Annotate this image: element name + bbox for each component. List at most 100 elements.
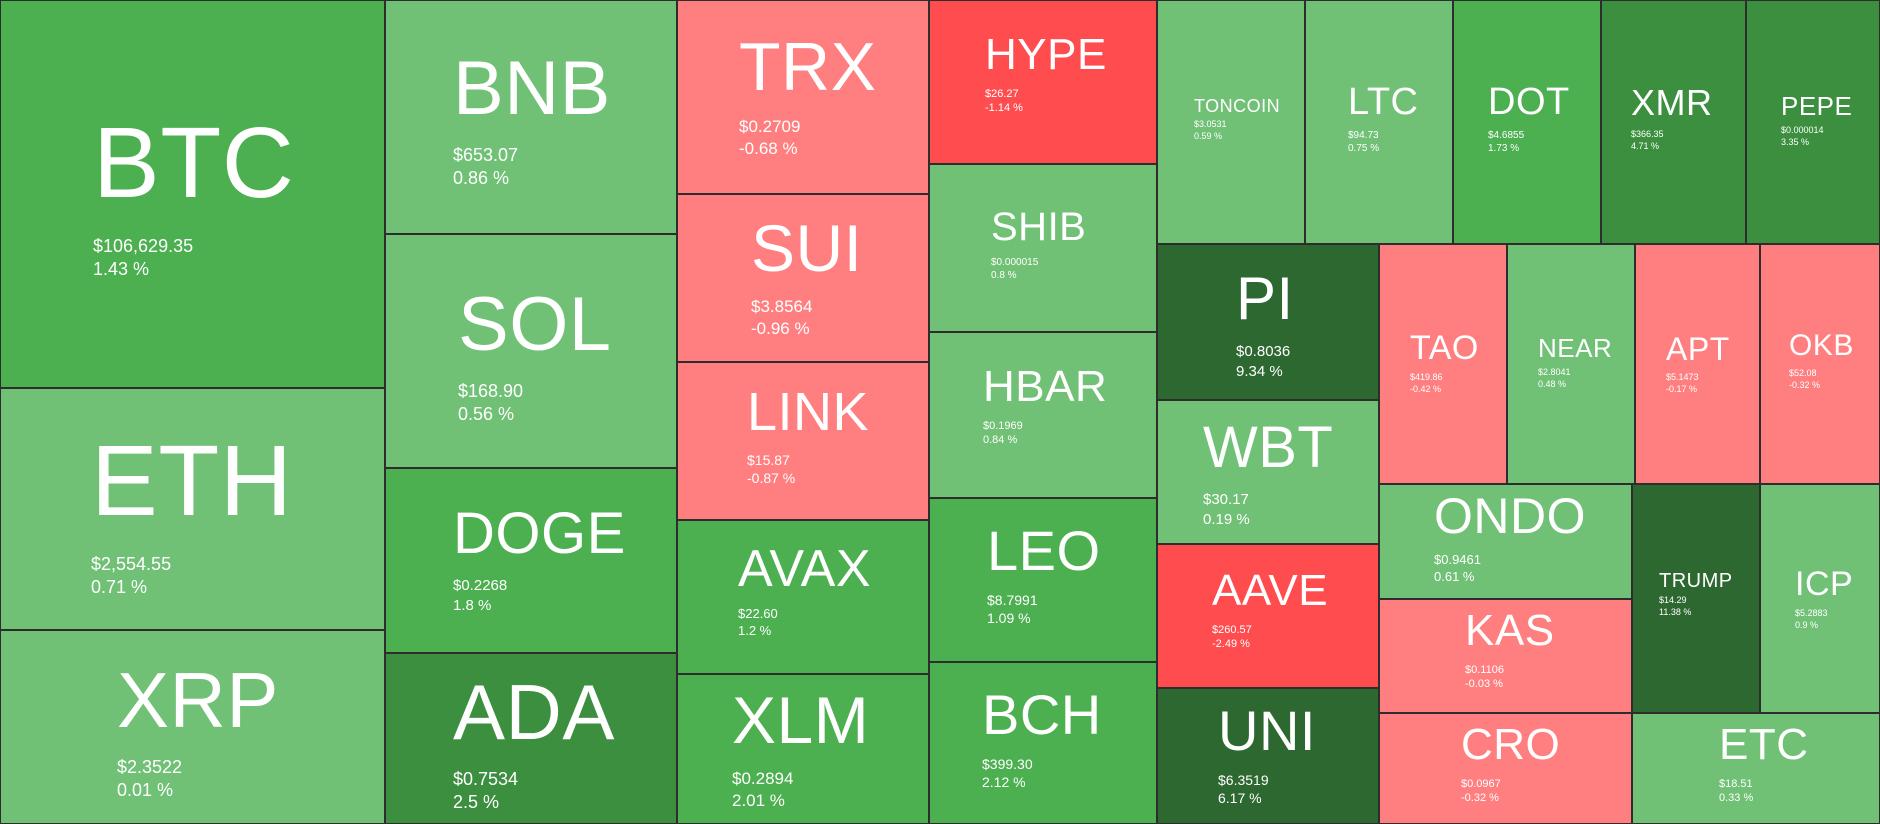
tile-symbol: PEPE bbox=[1781, 91, 1853, 121]
tile-price: $3.0531 bbox=[1194, 119, 1227, 129]
tile-price: $260.57 bbox=[1212, 624, 1252, 636]
tile-apt[interactable]: APT $5.1473 -0.17 % bbox=[1635, 244, 1760, 484]
tile-hype[interactable]: HYPE $26.27 -1.14 % bbox=[929, 0, 1157, 164]
tile-change: -0.42 % bbox=[1410, 383, 1442, 394]
tile-uni[interactable]: UNI $6.3519 6.17 % bbox=[1157, 688, 1379, 824]
tile-xrp[interactable]: XRP $2.3522 0.01 % bbox=[0, 630, 385, 824]
tile-avax[interactable]: AVAX $22.60 1.2 % bbox=[677, 520, 929, 674]
tile-symbol: AAVE bbox=[1212, 566, 1329, 615]
tile-symbol: BNB bbox=[453, 46, 611, 131]
tile-okb[interactable]: OKB $52.08 -0.32 % bbox=[1760, 244, 1880, 484]
tile-price: $5.2883 bbox=[1795, 608, 1828, 618]
tile-price: $168.90 bbox=[458, 381, 524, 401]
tile-sol[interactable]: SOL $168.90 0.56 % bbox=[385, 234, 677, 468]
tile-change: 0.8 % bbox=[991, 270, 1017, 281]
tile-symbol: SUI bbox=[751, 211, 863, 285]
tile-xlm[interactable]: XLM $0.2894 2.01 % bbox=[677, 674, 929, 824]
tile-symbol: XMR bbox=[1631, 82, 1713, 123]
tile-doge[interactable]: DOGE $0.2268 1.8 % bbox=[385, 468, 677, 653]
tile-change: 1.73 % bbox=[1488, 143, 1520, 154]
tile-change: 0.56 % bbox=[458, 404, 515, 425]
tile-cro[interactable]: CRO $0.0967 -0.32 % bbox=[1379, 713, 1632, 824]
tile-change: 1.8 % bbox=[453, 596, 492, 614]
tile-symbol: ICP bbox=[1795, 565, 1854, 603]
tile-symbol: TRX bbox=[739, 29, 877, 105]
tile-price: $399.30 bbox=[982, 756, 1033, 772]
tile-pepe[interactable]: PEPE $0.000014 3.35 % bbox=[1746, 0, 1880, 244]
tile-symbol: SHIB bbox=[991, 205, 1087, 249]
tile-leo[interactable]: LEO $8.7991 1.09 % bbox=[929, 498, 1157, 662]
tile-dot[interactable]: DOT $4.6855 1.73 % bbox=[1453, 0, 1601, 244]
tile-trump[interactable]: TRUMP $14.29 11.38 % bbox=[1632, 484, 1760, 713]
tile-symbol: DOT bbox=[1488, 81, 1570, 123]
tile-change: -2.49 % bbox=[1212, 638, 1250, 651]
tile-toncoin[interactable]: TONCOIN $3.0531 0.59 % bbox=[1157, 0, 1305, 244]
tile-price: $0.2709 bbox=[739, 117, 801, 136]
tile-price: $18.51 bbox=[1719, 778, 1753, 790]
tile-change: 0.59 % bbox=[1194, 130, 1223, 141]
tile-price: $2.8041 bbox=[1538, 367, 1571, 377]
tile-price: $0.2894 bbox=[732, 769, 794, 788]
tile-xmr[interactable]: XMR $366.35 4.71 % bbox=[1601, 0, 1746, 244]
tile-ltc[interactable]: LTC $94.73 0.75 % bbox=[1305, 0, 1453, 244]
tile-ada[interactable]: ADA $0.7534 2.5 % bbox=[385, 653, 677, 824]
tile-change: -0.87 % bbox=[747, 470, 796, 487]
tile-change: 1.2 % bbox=[738, 622, 772, 638]
tile-symbol: LEO bbox=[987, 519, 1101, 582]
tile-price: $0.2268 bbox=[453, 577, 508, 594]
tile-change: 3.35 % bbox=[1781, 136, 1810, 147]
tile-eth[interactable]: ETH $2,554.55 0.71 % bbox=[0, 388, 385, 630]
tile-symbol: UNI bbox=[1218, 699, 1316, 762]
tile-symbol: XRP bbox=[117, 656, 279, 744]
tile-symbol: LTC bbox=[1348, 81, 1419, 123]
tile-near[interactable]: NEAR $2.8041 0.48 % bbox=[1507, 244, 1635, 484]
tile-price: $0.1106 bbox=[1465, 664, 1504, 676]
tile-price: $0.0967 bbox=[1461, 778, 1501, 790]
tile-price: $5.1473 bbox=[1666, 372, 1699, 382]
tile-change: -0.68 % bbox=[739, 139, 798, 159]
tile-change: 9.34 % bbox=[1236, 362, 1283, 380]
tile-etc[interactable]: ETC $18.51 0.33 % bbox=[1632, 713, 1880, 824]
tile-bnb[interactable]: BNB $653.07 0.86 % bbox=[385, 0, 677, 234]
tile-price: $26.27 bbox=[985, 88, 1019, 100]
tile-price: $106,629.35 bbox=[93, 236, 194, 256]
tile-symbol: HYPE bbox=[985, 30, 1107, 79]
tile-tao[interactable]: TAO $419.86 -0.42 % bbox=[1379, 244, 1507, 484]
tile-change: 1.43 % bbox=[93, 259, 150, 280]
tile-change: 4.71 % bbox=[1631, 140, 1660, 151]
tile-kas[interactable]: KAS $0.1106 -0.03 % bbox=[1379, 599, 1632, 713]
tile-aave[interactable]: AAVE $260.57 -2.49 % bbox=[1157, 544, 1379, 688]
tile-btc[interactable]: BTC $106,629.35 1.43 % bbox=[0, 0, 385, 388]
tile-bch[interactable]: BCH $399.30 2.12 % bbox=[929, 662, 1157, 824]
tile-change: -1.14 % bbox=[985, 102, 1023, 115]
tile-change: 0.75 % bbox=[1348, 143, 1380, 154]
tile-symbol: OKB bbox=[1789, 329, 1854, 362]
tile-hbar[interactable]: HBAR $0.1969 0.84 % bbox=[929, 332, 1157, 498]
tile-price: $0.000014 bbox=[1781, 125, 1824, 135]
tile-symbol: LINK bbox=[747, 382, 870, 442]
tile-trx[interactable]: TRX $0.2709 -0.68 % bbox=[677, 0, 929, 194]
tile-change: -0.32 % bbox=[1789, 379, 1821, 390]
tile-change: 0.19 % bbox=[1203, 510, 1250, 528]
tile-change: 1.09 % bbox=[987, 610, 1031, 627]
tile-symbol: ETH bbox=[91, 425, 293, 537]
tile-price: $0.7534 bbox=[453, 769, 519, 789]
tile-change: -0.96 % bbox=[751, 319, 810, 339]
tile-change: 0.33 % bbox=[1719, 792, 1754, 805]
tile-price: $8.7991 bbox=[987, 592, 1038, 608]
tile-price: $4.6855 bbox=[1488, 130, 1525, 141]
tile-shib[interactable]: SHIB $0.000015 0.8 % bbox=[929, 164, 1157, 332]
tile-pi[interactable]: PI $0.8036 9.34 % bbox=[1157, 244, 1379, 400]
tile-link[interactable]: LINK $15.87 -0.87 % bbox=[677, 362, 929, 520]
tile-change: 0.01 % bbox=[117, 780, 174, 801]
tile-symbol: ETC bbox=[1719, 720, 1809, 769]
tile-price: $52.08 bbox=[1789, 368, 1817, 378]
tile-ondo[interactable]: ONDO $0.9461 0.61 % bbox=[1379, 484, 1632, 599]
tile-sui[interactable]: SUI $3.8564 -0.96 % bbox=[677, 194, 929, 362]
tile-icp[interactable]: ICP $5.2883 0.9 % bbox=[1760, 484, 1880, 713]
tile-symbol: NEAR bbox=[1538, 333, 1613, 363]
tile-wbt[interactable]: WBT $30.17 0.19 % bbox=[1157, 400, 1379, 544]
tile-price: $15.87 bbox=[747, 452, 790, 468]
tile-price: $419.86 bbox=[1410, 372, 1443, 382]
